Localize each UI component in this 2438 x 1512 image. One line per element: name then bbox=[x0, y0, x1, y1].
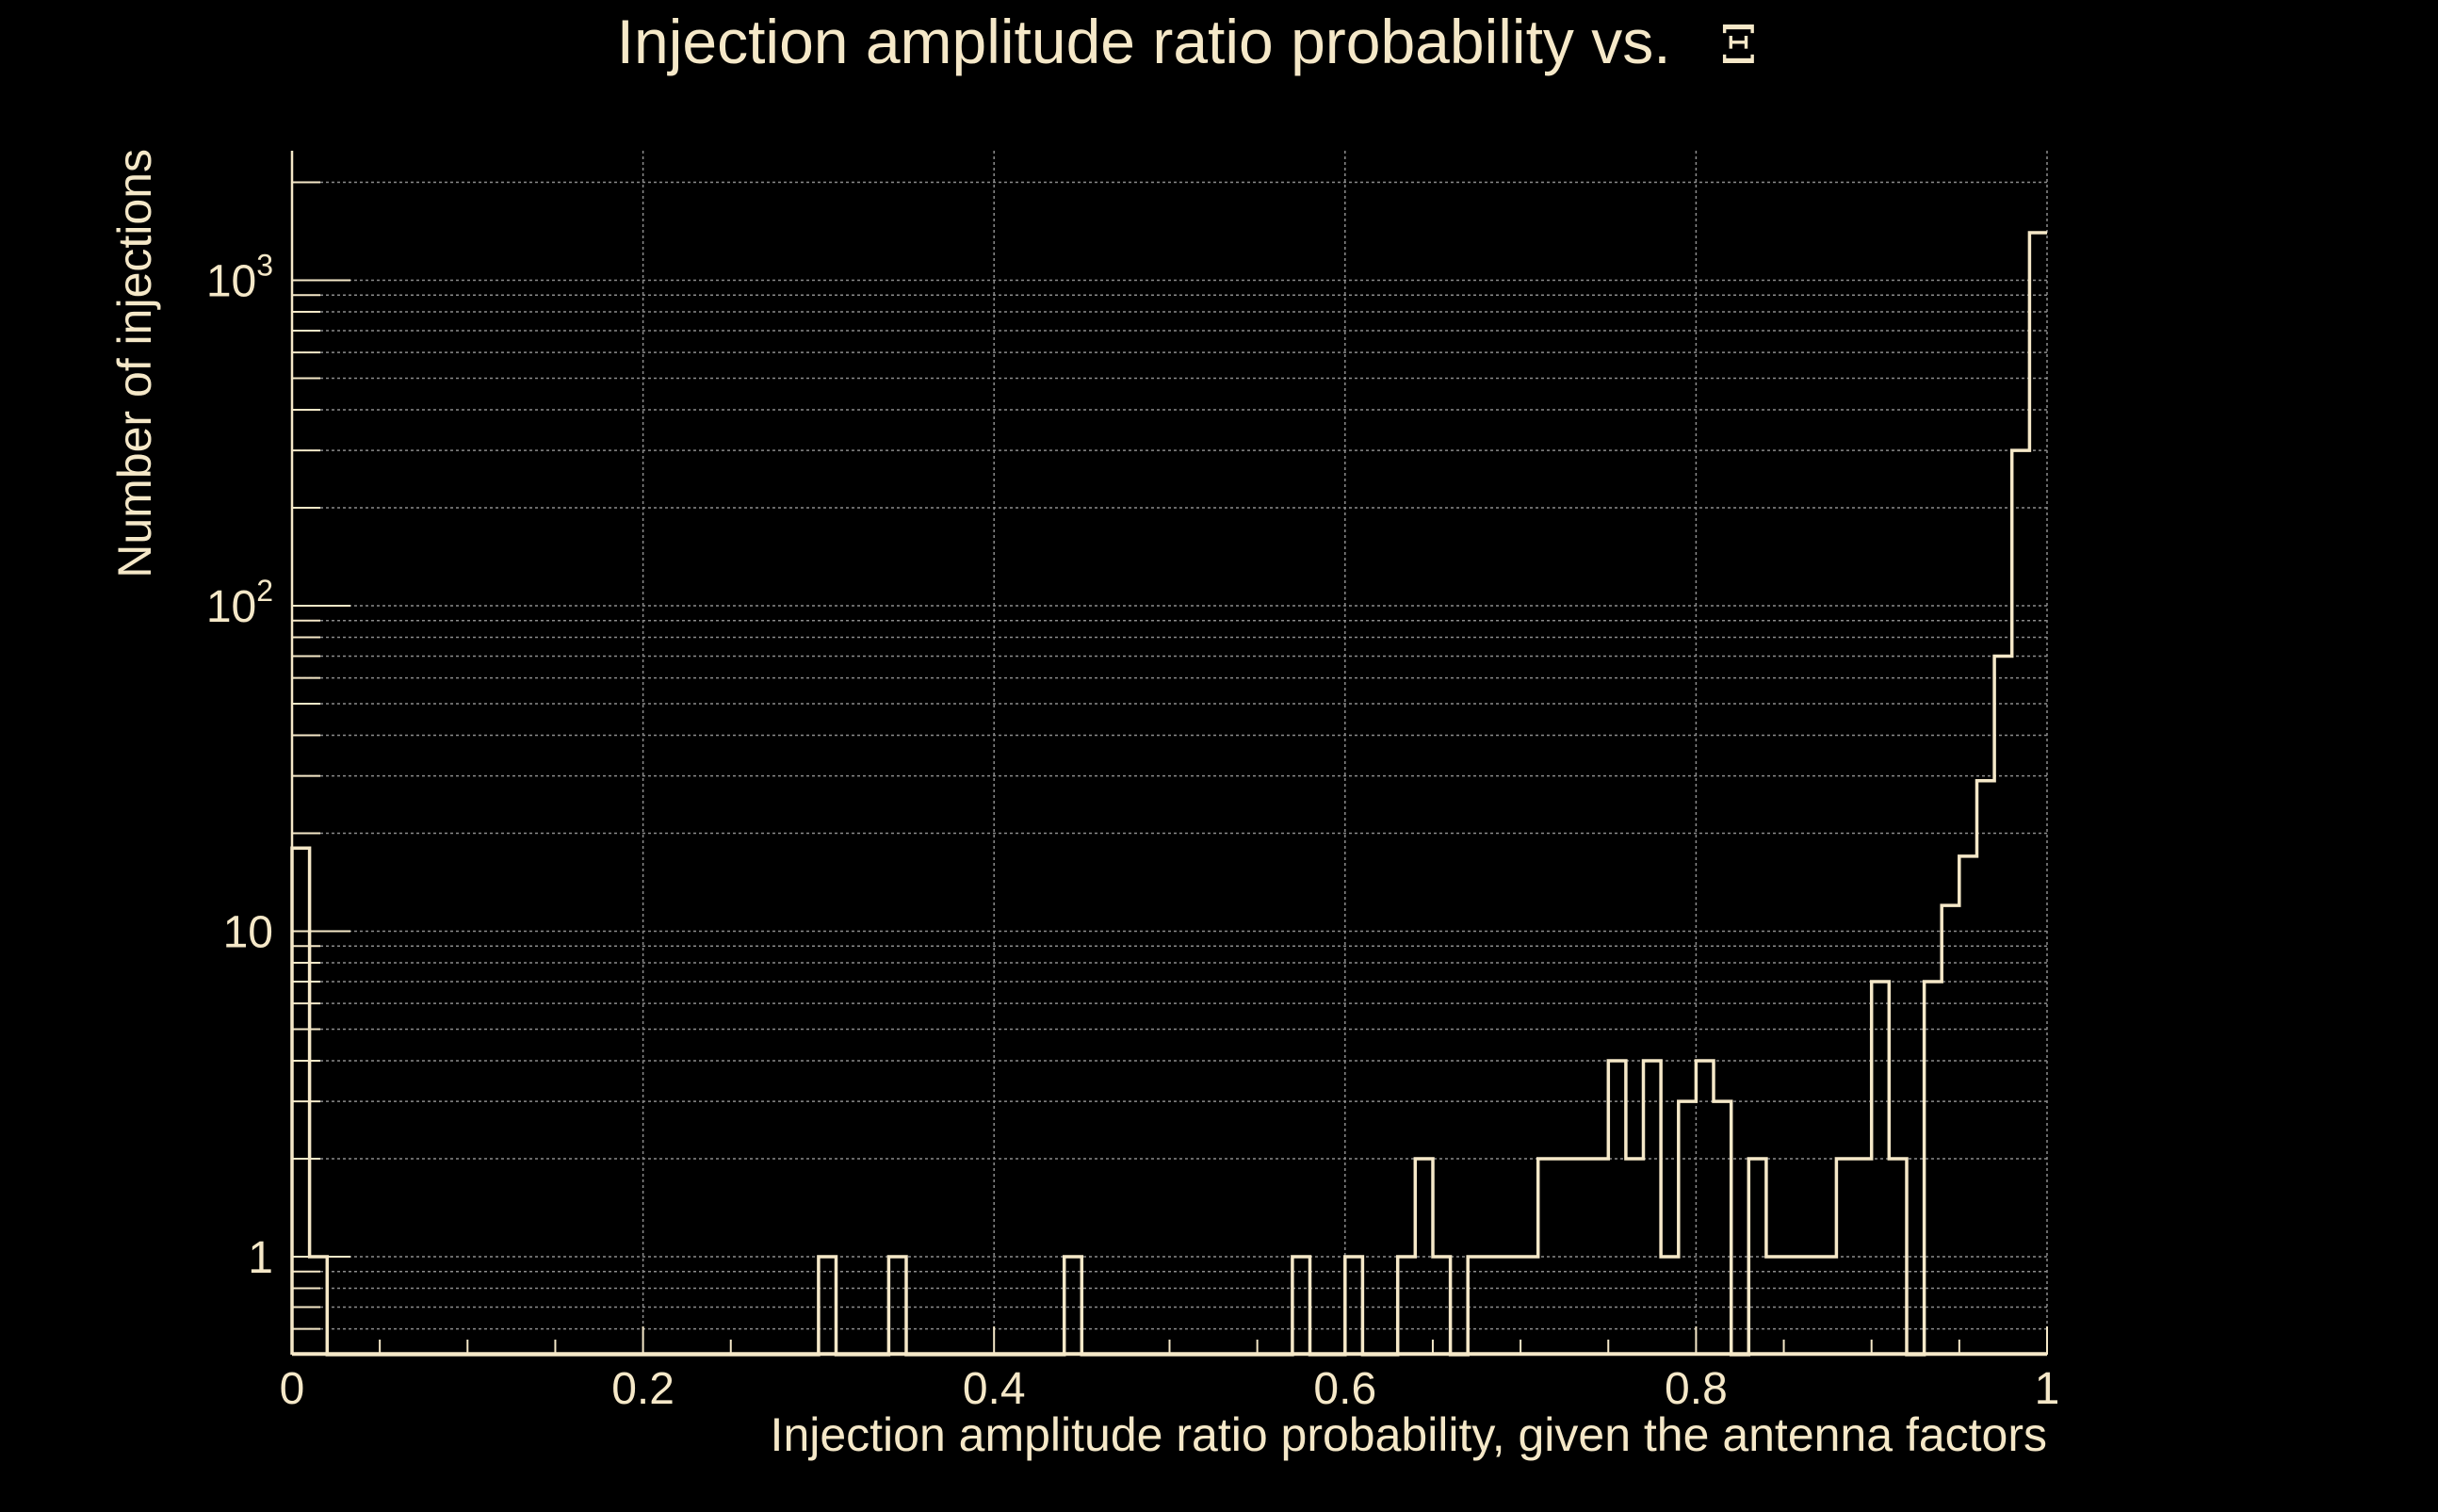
histogram-bin bbox=[1644, 1061, 1662, 1355]
y-tick-label: 102 bbox=[206, 574, 273, 632]
label-layer: Injection amplitude ratio probability vs… bbox=[108, 7, 2047, 1461]
y-tick-label: 10 bbox=[223, 907, 273, 957]
x-tick-label: 0.6 bbox=[1313, 1364, 1376, 1414]
histogram-bin bbox=[1468, 1257, 1486, 1355]
histogram-bin bbox=[1345, 1257, 1363, 1355]
histogram-bin bbox=[1503, 1257, 1520, 1355]
x-tick-label: 1 bbox=[2035, 1364, 2060, 1414]
y-tick-label: 103 bbox=[206, 248, 273, 306]
histogram-bin bbox=[1696, 1061, 1714, 1355]
histogram-bin bbox=[1486, 1257, 1503, 1355]
histogram-bin bbox=[1925, 982, 1942, 1355]
histogram-bars bbox=[290, 231, 2047, 1357]
histogram-bin bbox=[1520, 1257, 1538, 1355]
chart-title-symbol: Ξ bbox=[1720, 15, 1757, 76]
x-axis-label: Injection amplitude ratio probability, g… bbox=[771, 1408, 2047, 1461]
chart-title-text: Injection amplitude ratio probability vs… bbox=[617, 7, 1671, 76]
x-tick-label: 0.2 bbox=[611, 1364, 675, 1414]
histogram-bin bbox=[1819, 1257, 1837, 1355]
histogram-bin bbox=[2012, 450, 2030, 1355]
x-tick-label: 0.4 bbox=[963, 1364, 1026, 1414]
histogram-bin bbox=[1976, 781, 1994, 1355]
chart-title: Injection amplitude ratio probability vs… bbox=[617, 7, 1758, 76]
histogram-bin bbox=[1836, 1159, 1854, 1355]
x-tick-label: 0 bbox=[280, 1364, 305, 1414]
histogram-bin bbox=[1942, 905, 1959, 1355]
histogram-bin bbox=[1661, 1257, 1679, 1355]
histogram-bin bbox=[1854, 1159, 1872, 1355]
histogram-bin bbox=[1714, 1101, 1731, 1355]
axis-layer: 0 0.2 0.4 0.6 0.8 1 1 10 102 103 bbox=[206, 151, 2060, 1414]
histogram-bin bbox=[2029, 233, 2047, 1355]
histogram-bin bbox=[819, 1257, 837, 1355]
histogram-bin bbox=[1608, 1061, 1626, 1355]
histogram-bin bbox=[1679, 1101, 1697, 1355]
y-tick-label: 1 bbox=[248, 1233, 273, 1283]
histogram-bin bbox=[1994, 657, 2012, 1355]
y-axis-label: Number of injections bbox=[108, 149, 161, 578]
x-tick-label: 0.8 bbox=[1665, 1364, 1728, 1414]
histogram-bin bbox=[1872, 982, 1890, 1355]
grid-layer bbox=[291, 151, 2048, 1356]
histogram-outline bbox=[290, 231, 2047, 1357]
